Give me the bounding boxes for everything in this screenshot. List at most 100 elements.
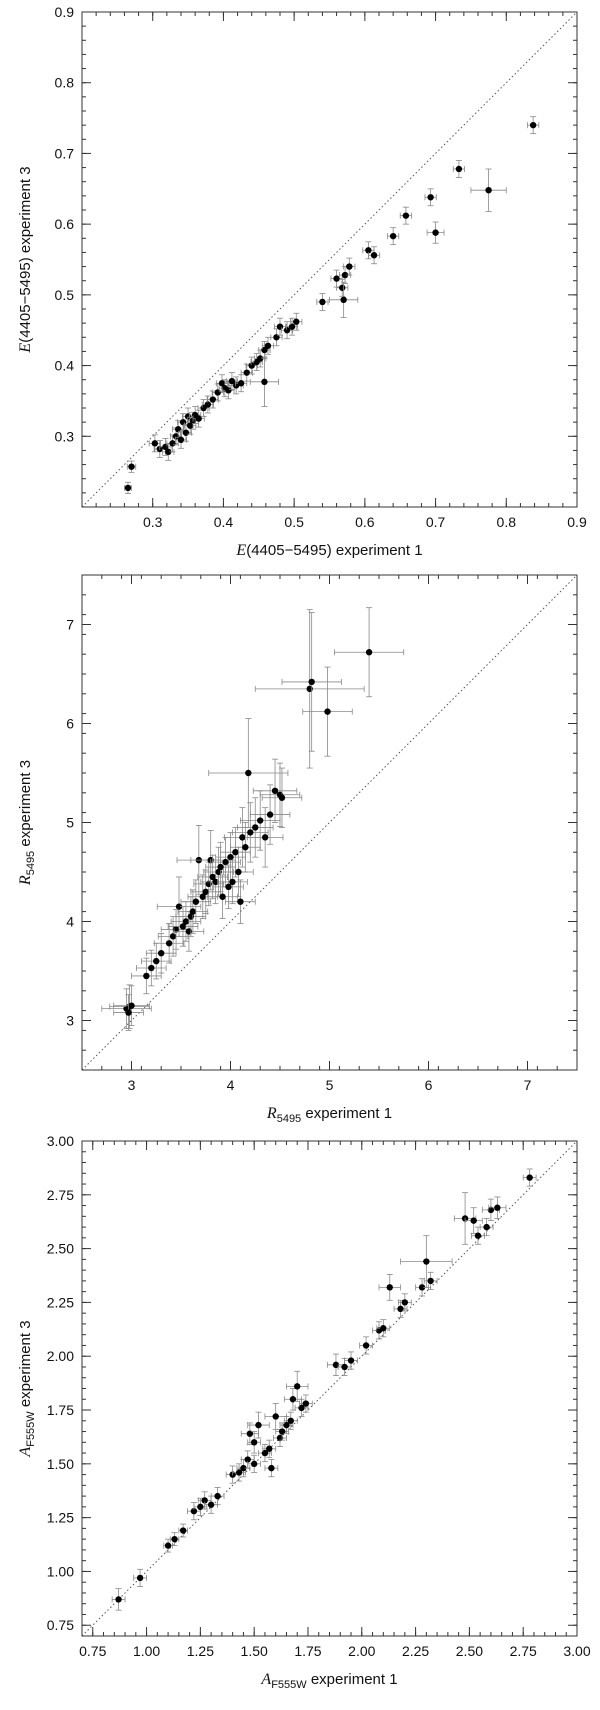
data-point-marker — [237, 380, 245, 387]
data-point-marker — [169, 440, 176, 447]
y-tick-label: 5 — [66, 815, 74, 831]
x-tick-label: 3.00 — [563, 1643, 590, 1659]
data-point — [264, 1459, 279, 1478]
data-point-marker — [324, 708, 331, 715]
data-point-marker — [232, 382, 240, 389]
data-point-marker — [189, 908, 197, 915]
data-point-marker — [268, 1464, 275, 1472]
data-point — [338, 266, 352, 284]
y-axis-label-symbol: R — [17, 875, 34, 886]
data-point-marker — [402, 212, 410, 219]
data-point-marker — [287, 1417, 294, 1424]
data-point-marker — [222, 858, 229, 866]
data-point — [298, 1394, 313, 1413]
data-point — [479, 1218, 494, 1237]
y-tick-label: 2.50 — [47, 1241, 74, 1257]
data-point-marker — [271, 787, 279, 795]
data-point-marker — [158, 949, 165, 957]
data-point-marker — [202, 888, 209, 895]
y-axis-label-subscript: 5495 — [25, 851, 37, 875]
data-point — [163, 1538, 173, 1553]
data-point — [527, 116, 540, 135]
data-point-marker — [485, 187, 492, 194]
data-point-marker — [389, 232, 397, 240]
x-tick-label: 6 — [425, 1077, 433, 1093]
data-point-marker — [201, 1497, 208, 1504]
data-point-marker — [289, 1396, 297, 1403]
data-point-marker — [128, 1002, 135, 1009]
data-point-marker — [237, 898, 244, 905]
x-axis-label-text: (4405−5495) experiment 1 — [246, 542, 422, 559]
x-axis-label: E(4405−5495) experiment 1 — [235, 542, 422, 559]
data-point — [153, 923, 185, 964]
x-tick-label: 2.50 — [456, 1643, 483, 1659]
x-tick-label: 1.00 — [133, 1643, 160, 1659]
data-point — [488, 1196, 507, 1219]
data-point — [302, 666, 353, 757]
plot-frame — [81, 11, 578, 508]
data-point-marker — [298, 1404, 305, 1412]
x-axis-label-symbol: R — [266, 1105, 277, 1122]
data-point — [178, 1523, 188, 1538]
x-tick-label: 3 — [128, 1077, 136, 1093]
data-point-marker — [401, 1299, 409, 1306]
y-axis-label-subscript: F555W — [25, 1411, 37, 1447]
data-point — [470, 168, 507, 212]
data-point — [240, 1450, 255, 1469]
data-point — [252, 758, 298, 823]
one-to-one-line — [81, 11, 578, 508]
data-point-marker — [165, 940, 173, 947]
data-point-marker — [182, 918, 190, 925]
data-point — [258, 341, 271, 359]
data-point-marker — [283, 1421, 290, 1429]
data-point-marker — [242, 844, 249, 851]
data-point-marker — [179, 923, 187, 930]
data-point-marker — [209, 396, 217, 403]
data-point-marker — [264, 342, 272, 349]
x-tick-label: 0.5 — [284, 514, 304, 530]
data-point-marker — [151, 440, 159, 447]
data-point — [210, 1487, 225, 1506]
y-tick-label: 1.25 — [47, 1510, 74, 1526]
data-point-marker — [228, 377, 236, 385]
data-point — [197, 854, 228, 900]
data-point-marker — [474, 1232, 482, 1239]
data-point-marker — [487, 1206, 495, 1214]
data-point-marker — [245, 769, 252, 777]
y-tick-label: 1.50 — [47, 1456, 74, 1472]
data-point-marker — [164, 1542, 172, 1549]
data-point — [145, 932, 177, 974]
x-axis-label: R5495 experiment 1 — [266, 1105, 392, 1125]
data-point-marker — [261, 1449, 269, 1457]
data-point — [235, 374, 248, 393]
data-point — [247, 1454, 262, 1473]
data-point-marker — [427, 1277, 434, 1285]
data-point-marker — [332, 1361, 340, 1369]
data-point-marker — [455, 165, 463, 173]
data-point-marker — [470, 1217, 477, 1224]
data-point — [367, 246, 381, 265]
x-tick-label: 0.7 — [426, 514, 446, 530]
data-point — [264, 1403, 287, 1430]
data-point-marker — [219, 893, 226, 900]
y-tick-label: 1.00 — [47, 1563, 74, 1579]
data-point-marker — [386, 1284, 393, 1291]
data-point — [285, 317, 299, 336]
data-point — [334, 607, 405, 698]
data-point-marker — [261, 346, 268, 354]
data-point-marker — [339, 284, 346, 291]
data-point — [169, 1532, 180, 1547]
data-point-marker — [240, 1464, 247, 1472]
data-point-marker — [278, 1428, 286, 1435]
data-point — [261, 767, 303, 828]
data-point — [254, 609, 365, 769]
data-point-marker — [293, 318, 300, 325]
data-point — [329, 281, 359, 318]
data-point — [224, 807, 261, 868]
x-axis-label-symbol: E — [235, 542, 246, 559]
y-axis-label-symbol: A — [17, 1447, 34, 1458]
data-point-marker — [266, 1445, 273, 1452]
data-point — [247, 1431, 262, 1454]
x-axis-label: AF555W experiment 1 — [260, 1671, 397, 1691]
data-point-marker — [136, 1574, 144, 1582]
